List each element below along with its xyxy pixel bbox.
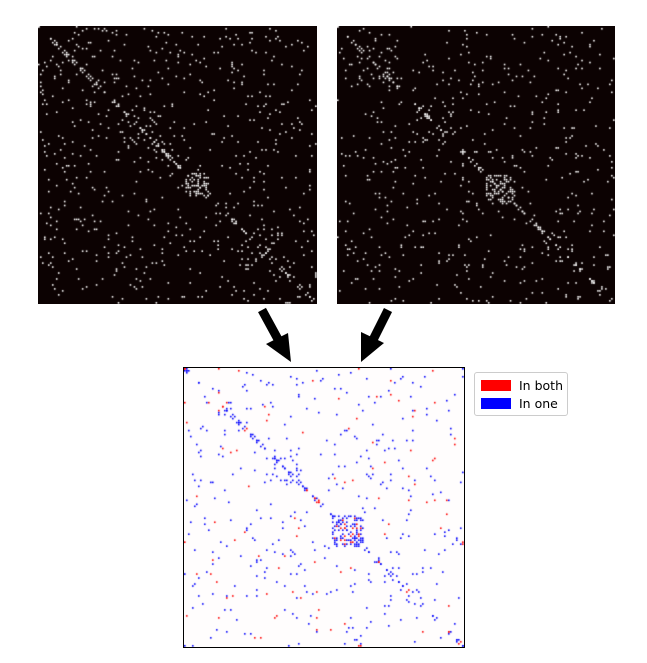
legend-label-in-both: In both	[519, 377, 563, 393]
legend-item-in-one: In one	[481, 395, 558, 411]
legend-swatch-in-both	[481, 379, 511, 391]
adjacency-matrix-left	[38, 26, 317, 304]
legend-swatch-in-one	[481, 397, 511, 409]
arrow-right	[361, 307, 393, 362]
overlap-matrix	[183, 367, 465, 648]
legend: In both In one	[474, 372, 568, 416]
legend-label-in-one: In one	[519, 395, 558, 411]
adjacency-matrix-right	[337, 26, 615, 304]
legend-item-in-both: In both	[481, 377, 563, 393]
arrow-left	[258, 307, 291, 362]
